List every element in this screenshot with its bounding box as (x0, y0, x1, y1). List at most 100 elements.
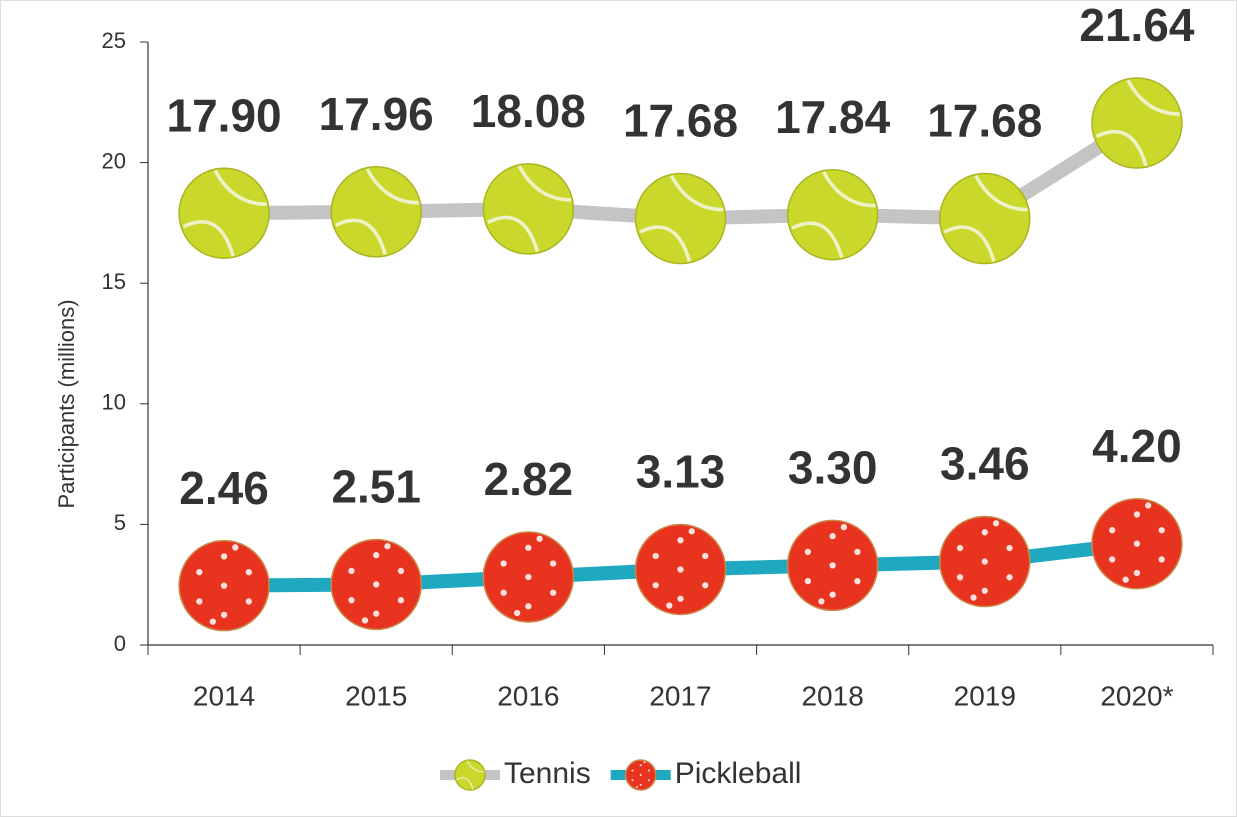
ball-hole (348, 568, 354, 574)
ball-hole (640, 784, 642, 786)
ball-hole (653, 553, 659, 559)
ball-hole (970, 594, 976, 600)
ball-hole (373, 581, 379, 587)
value-label: 17.90 (167, 89, 282, 141)
value-label: 17.68 (927, 95, 1042, 147)
x-tick-label: 2019 (954, 680, 1016, 711)
ball-hole (805, 578, 811, 584)
y-tick-label: 20 (102, 148, 126, 173)
ball-hole (1134, 511, 1140, 517)
value-label: 3.13 (636, 446, 726, 498)
value-label: 17.96 (319, 88, 434, 140)
ball (179, 168, 269, 258)
ball-hole (550, 560, 556, 566)
value-label: 2.51 (331, 461, 421, 513)
value-label: 4.20 (1092, 420, 1182, 472)
ball-hole (677, 566, 683, 572)
value-label: 2.46 (179, 462, 269, 514)
ball-hole (246, 598, 252, 604)
ball-hole (550, 590, 556, 596)
ball-hole (993, 520, 999, 526)
ball-hole (1109, 556, 1115, 562)
ball-hole (829, 592, 835, 598)
ball-hole (648, 769, 650, 771)
ball-hole (500, 560, 506, 566)
ball (940, 174, 1030, 264)
ball-hole (982, 558, 988, 564)
ball-hole (362, 617, 368, 623)
ball-hole (854, 549, 860, 555)
ball-hole (805, 549, 811, 555)
value-label: 21.64 (1079, 0, 1195, 51)
ball-hole (982, 529, 988, 535)
ball-hole (643, 761, 645, 763)
ball-hole (631, 779, 633, 781)
value-label: 3.46 (940, 438, 1030, 490)
y-tick-label: 10 (102, 390, 126, 415)
ball-hole (525, 574, 531, 580)
ball-hole (221, 583, 227, 589)
x-tick-label: 2015 (345, 680, 407, 711)
ball-hole (232, 544, 238, 550)
ball-hole (640, 764, 642, 766)
value-label: 3.30 (788, 442, 878, 494)
ball-hole (631, 769, 633, 771)
x-tick-label: 2018 (801, 680, 863, 711)
ball-hole (702, 553, 708, 559)
ball-hole (829, 533, 835, 539)
value-label: 18.08 (471, 85, 586, 137)
ball-hole (1109, 527, 1115, 533)
legend-label: Pickleball (675, 757, 802, 790)
ball-hole (1123, 577, 1129, 583)
ball-hole (689, 528, 695, 534)
x-tick-label: 2017 (649, 680, 711, 711)
x-tick-label: 2014 (193, 680, 255, 711)
ball-hole (525, 603, 531, 609)
ball (179, 541, 269, 631)
ball-hole (1159, 556, 1165, 562)
ball-hole (398, 568, 404, 574)
ball (636, 525, 726, 615)
ball-hole (818, 598, 824, 604)
chart: Participants (millions) 0 5 10 15 20 25 2014 20… (0, 0, 1237, 817)
ball-hole (982, 588, 988, 594)
x-tick-label: 2016 (497, 680, 559, 711)
ball-hole (500, 590, 506, 596)
ball-hole (841, 524, 847, 530)
ball-hole (854, 578, 860, 584)
ball (483, 532, 573, 622)
ball-hole (210, 619, 216, 625)
y-tick-label: 25 (102, 28, 126, 53)
legend-label: Tennis (504, 757, 591, 790)
y-axis-label: Participants (millions) (54, 299, 79, 508)
ball-hole (1134, 541, 1140, 547)
y-tick-label: 15 (102, 269, 126, 294)
ball-hole (348, 597, 354, 603)
ball-hole (1006, 574, 1012, 580)
ball-hole (373, 552, 379, 558)
ball (1092, 78, 1182, 168)
ball (626, 760, 656, 790)
ball (483, 164, 573, 254)
ball-hole (373, 611, 379, 617)
ball-hole (666, 602, 672, 608)
ball-hole (196, 598, 202, 604)
ball (331, 539, 421, 629)
ball-hole (1006, 545, 1012, 551)
ball-hole (1145, 502, 1151, 508)
value-label: 17.84 (775, 91, 891, 143)
ball-hole (653, 582, 659, 588)
ball-hole (677, 537, 683, 543)
ball-hole (829, 562, 835, 568)
ball-hole (525, 545, 531, 551)
ball (788, 170, 878, 260)
ball-hole (648, 779, 650, 781)
y-tick-label: 0 (114, 631, 126, 656)
ball-hole (221, 612, 227, 618)
ball-hole (957, 574, 963, 580)
value-label: 17.68 (623, 95, 738, 147)
x-tick-label: 2020* (1100, 680, 1173, 711)
ball-hole (536, 536, 542, 542)
y-tick-label: 5 (114, 510, 126, 535)
ball-hole (640, 774, 642, 776)
